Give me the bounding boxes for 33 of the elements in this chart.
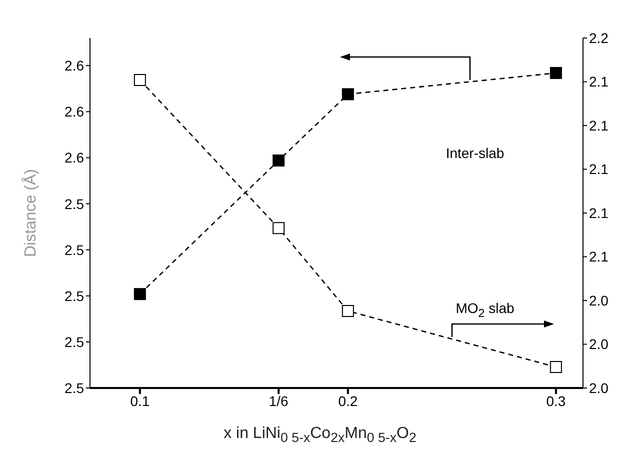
annotation: Inter-slab — [446, 145, 504, 161]
y2-tick-label: 2.2 — [589, 30, 609, 46]
y2-tick-label: 2.1 — [589, 74, 609, 90]
y-tick-label: 2.5 — [64, 288, 84, 304]
y2-tick-label: 2.0 — [589, 380, 609, 396]
y2-tick-label: 2.1 — [589, 117, 609, 134]
y2-tick-label: 2.0 — [589, 336, 609, 352]
y-axis-title: Distance (Å) — [22, 168, 40, 258]
annotation: MO$_{2}$ slab — [456, 300, 514, 320]
y2-tick-label: 2.1 — [589, 204, 609, 221]
point — [272, 222, 285, 234]
x-tick-label: 1/6 — [268, 392, 289, 409]
point — [550, 361, 562, 373]
y2-tick-label: 2.1 — [589, 161, 609, 178]
y-tick-label: 2.5 — [64, 334, 84, 350]
y-tick-label: 2.5 — [64, 242, 84, 258]
point — [550, 67, 562, 79]
point — [272, 154, 285, 166]
x-axis-title: x in LiNi$_{0 5-x}$Co$_{2x}$Mn$_{0 5-x}$O$_{2}$ — [222, 425, 418, 446]
y-tick-label: 2.6 — [64, 104, 84, 120]
y2-tick-label: 2.1 — [589, 248, 609, 265]
y2-tick-label: 2.0 — [589, 292, 609, 308]
point — [342, 88, 354, 100]
point — [134, 74, 146, 86]
x-tick-label: 0.3 — [546, 392, 566, 409]
point — [342, 305, 354, 317]
x-tick-label: 0.2 — [338, 392, 358, 409]
y-tick-label: 2.5 — [64, 380, 84, 396]
y-tick-label: 2.6 — [64, 150, 84, 166]
y-tick-label: 2.6 — [64, 58, 84, 74]
y-tick-label: 2.5 — [64, 196, 84, 212]
x-tick-label: 0.1 — [130, 392, 150, 409]
point — [134, 288, 146, 300]
